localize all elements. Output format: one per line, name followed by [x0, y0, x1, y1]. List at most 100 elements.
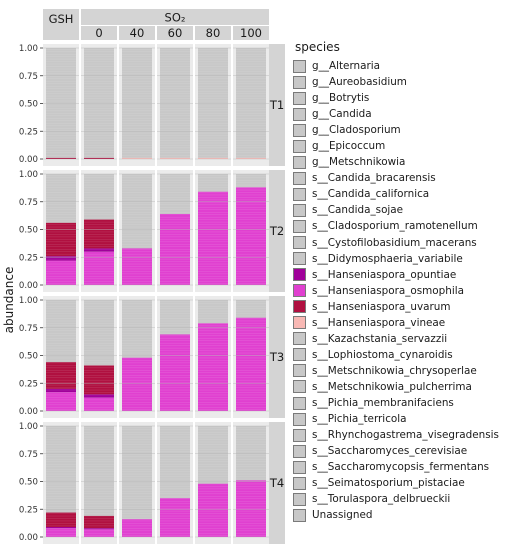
panel-T4-60	[157, 422, 193, 544]
bar-segment	[84, 219, 114, 249]
bar-segment	[46, 256, 76, 261]
legend-item: g__Aureobasidium	[293, 74, 503, 90]
y-tick-label: 1.00	[19, 422, 38, 432]
legend-swatch	[293, 412, 306, 426]
bar-segment	[46, 527, 76, 529]
bar-segment	[46, 362, 76, 389]
y-tick-label: 0.75	[19, 324, 38, 334]
legend-swatch	[293, 316, 306, 330]
legend-item: s__Candida_bracarensis	[293, 170, 503, 186]
legend-swatch	[293, 460, 306, 474]
bar-segment	[84, 365, 114, 395]
legend-item: s__Metschnikowia_chrysoperlae	[293, 363, 503, 379]
y-tick-label: 0.50	[19, 352, 38, 362]
legend-swatch	[293, 444, 306, 458]
strip-group-label: SO₂	[165, 11, 186, 25]
legend-label: g__Aureobasidium	[312, 76, 407, 89]
legend-swatch	[293, 203, 306, 217]
legend-swatch	[293, 219, 306, 233]
legend-item: s__Torulaspora_delbrueckii	[293, 491, 503, 507]
legend-swatch	[293, 332, 306, 346]
y-tick-label: 0.50	[19, 226, 38, 236]
panel-T2-100	[233, 170, 269, 292]
y-tick-label: 0.00	[19, 407, 38, 417]
legend-swatch	[293, 268, 306, 282]
legend-item: s__Saccharomycopsis_fermentans	[293, 459, 503, 475]
panel-T1-40	[119, 44, 155, 166]
bar-segment	[84, 529, 114, 537]
legend-item: s__Metschnikowia_pulcherrima	[293, 379, 503, 395]
legend-label: g__Metschnikowia	[312, 156, 406, 169]
bar-segment	[236, 480, 266, 537]
legend-item: s__Cystofilobasidium_macerans	[293, 235, 503, 251]
y-tick-label: 0.75	[19, 450, 38, 460]
bar-segment	[122, 357, 152, 411]
legend-swatch	[293, 380, 306, 394]
bar-segment	[84, 157, 114, 159]
bar-segment	[46, 528, 76, 537]
bar-segment	[198, 323, 228, 411]
y-tick-label: 0.75	[19, 198, 38, 208]
legend-swatch	[293, 492, 306, 506]
legend-item: g__Cladosporium	[293, 122, 503, 138]
facet-strips: GSH SO₂ 0 40 60 80 100 T1 T2 T3 T4	[43, 9, 285, 544]
panel-T3-80	[195, 296, 231, 418]
legend-label: s__Metschnikowia_pulcherrima	[312, 380, 472, 393]
bar-segment	[46, 392, 76, 411]
legend-item: s__Pichia_terricola	[293, 411, 503, 427]
bar-segment	[46, 512, 76, 528]
bar-segment	[84, 528, 114, 530]
legend-label: s__Rhynchogastrema_visegradensis	[312, 429, 499, 442]
strip-row-T4	[269, 422, 285, 544]
strip-column-40	[119, 26, 155, 40]
strip-row-label: T3	[269, 350, 284, 364]
legend-label: g__Epicoccum	[312, 140, 386, 153]
legend-item: g__Alternaria	[293, 58, 503, 74]
legend-item: g__Candida	[293, 106, 503, 122]
legend-label: s__Saccharomyces_cerevisiae	[312, 445, 468, 458]
y-tick-label: 1.00	[19, 296, 38, 306]
y-axis-label: abundance	[2, 267, 16, 334]
panel-T4-0	[81, 422, 117, 544]
bar-segment	[198, 157, 228, 159]
strip-column-0	[81, 26, 117, 40]
bar-segment	[84, 515, 114, 529]
legend-swatch	[293, 508, 306, 522]
legend-title: species	[295, 40, 340, 54]
y-tick-label: 0.00	[19, 281, 38, 291]
bar-segment	[160, 157, 190, 159]
bar-segment	[160, 498, 190, 537]
legend-swatch	[293, 123, 306, 137]
legend-swatch	[293, 171, 306, 185]
panel-T3-40	[119, 296, 155, 418]
strip-row-label: T1	[269, 98, 284, 112]
legend-swatch	[293, 139, 306, 153]
bar-segment	[84, 394, 114, 398]
legend-items: g__Alternaria g__Aureobasidium g__Botrytis…	[293, 58, 503, 523]
bar-segment	[84, 397, 114, 411]
legend-label: s__Candida_bracarensis	[312, 172, 436, 185]
legend-swatch	[293, 396, 306, 410]
legend-label: g__Candida	[312, 108, 372, 121]
panel-T4-100	[233, 422, 269, 544]
panel-T2-40	[119, 170, 155, 292]
y-tick-label: 0.25	[19, 127, 38, 137]
strip-column-80	[195, 26, 231, 40]
strip-column-label: 100	[240, 26, 262, 40]
strip-row-label: T4	[269, 476, 284, 490]
legend-item: s__Hanseniaspora_opuntiae	[293, 267, 503, 283]
panel-T1-100	[233, 44, 269, 166]
legend-item: s__Kazachstania_servazzii	[293, 331, 503, 347]
legend-item: s__Hanseniaspora_uvarum	[293, 299, 503, 315]
y-tick-label: 0.25	[19, 379, 38, 389]
panel-T3-60	[157, 296, 193, 418]
bar-segment	[122, 519, 152, 537]
legend-label: s__Cladosporium_ramotenellum	[312, 220, 478, 233]
bar-segment	[122, 248, 152, 285]
strip-column-label: 60	[168, 26, 183, 40]
y-tick-label: 1.00	[19, 170, 38, 180]
legend-label: s__Hanseniaspora_uvarum	[312, 300, 451, 313]
legend-label: s__Hanseniaspora_vineae	[312, 316, 446, 329]
panel-T1-60	[157, 44, 193, 166]
legend-label: g__Cladosporium	[312, 124, 401, 137]
